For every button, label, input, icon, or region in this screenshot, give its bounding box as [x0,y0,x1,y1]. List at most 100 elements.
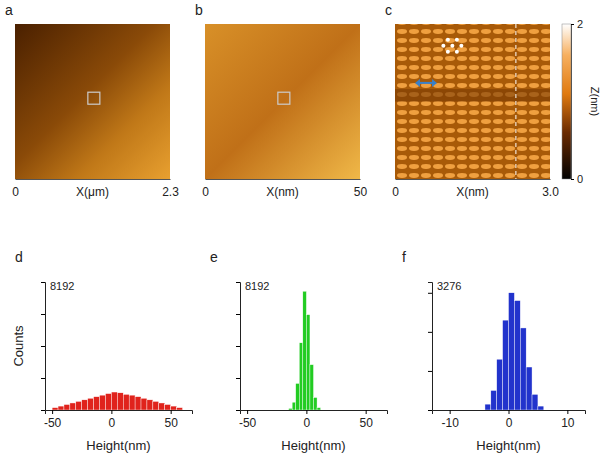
tick-mark [428,371,432,372]
tick [236,346,240,347]
tick-mark [428,293,432,294]
tick: 0 [12,179,19,199]
tick [41,378,45,379]
bar [310,365,314,410]
tick-mark [450,410,451,414]
tick-mark [52,410,53,414]
tick-mark [567,410,568,414]
bar [117,393,123,410]
bar [491,390,497,410]
axis-line [428,283,433,411]
bar [141,398,147,410]
bar [64,405,70,410]
tick-label: 50 [164,416,178,430]
tick: 0 [392,179,399,199]
axis-title: Counts [11,325,26,367]
axis-title: Height(nm) [476,438,540,453]
arrow-head [415,79,437,87]
tick-label: 50 [359,416,373,430]
annotation: 8192 [50,280,74,292]
annotation: 3276 [437,280,461,292]
panel-label: b [195,2,203,18]
axis-title: Height(nm) [86,438,150,453]
panel-label: f [402,249,406,265]
tick [236,410,240,411]
axis-title: Height(nm) [281,438,345,453]
axis-line [433,411,586,415]
axis-line [236,283,241,411]
tick-mark [41,378,45,379]
tick-label: -50 [44,416,62,430]
x-axis: -10010 [433,410,586,430]
tick [41,346,45,347]
lattice-dot [446,50,450,54]
tick: 0 [202,179,209,199]
panel-label: a [5,2,13,18]
tick-label: 2 [577,18,583,30]
bars [52,392,182,410]
zoom-box [278,92,290,104]
bar [509,293,515,410]
axis-title: X(nm) [266,185,299,199]
tick [428,371,432,372]
axis-title: X(nm) [456,185,489,199]
bar [171,406,177,410]
tick: 2 [571,18,583,30]
lattice-dot [455,38,459,42]
tick [428,332,432,333]
bar [159,403,165,410]
bar [88,398,94,410]
tick-mark [306,410,307,414]
tick-label: 10 [561,416,575,430]
panel-label: c [385,2,392,18]
bar [299,343,303,410]
tick: 50 [354,179,368,199]
tick-mark [428,410,432,411]
axis-line [396,179,551,180]
y-axis [41,283,46,411]
bar [317,408,321,410]
bar [177,408,183,410]
tick-label: -10 [441,416,459,430]
bar [153,401,159,410]
tick-label: -50 [239,416,257,430]
bar [292,402,296,410]
zoom-box [88,92,100,104]
bar [82,400,88,410]
bar [520,328,526,410]
tick [236,282,240,283]
bar [314,398,318,411]
tick: 3.0 [542,179,559,199]
bar [58,406,64,410]
tick: -10 [441,410,459,430]
figure: a02.3X(μm)b050X(nm)c03.0X(nm)02Z(nm)d-50… [0,0,610,467]
axis-line [41,283,46,411]
lattice-dot [441,44,445,48]
tick-mark [41,314,45,315]
tick-mark [41,346,45,347]
bar [94,397,100,410]
bar [105,394,111,410]
axis-title: X(μm) [76,185,109,199]
tick-mark [366,410,367,414]
tick-label: 0 [577,173,583,185]
tick-mark [41,410,45,411]
bar [123,394,129,410]
bar [538,406,544,410]
dashed-line [515,24,516,179]
bar [485,404,491,410]
tick [428,410,432,411]
axis-line [46,411,193,415]
tick-mark [236,346,240,347]
colorbar [562,24,571,179]
x-axis: 03.0 [392,179,559,199]
tick-mark [236,378,240,379]
y-axis [428,283,433,411]
band [395,89,550,101]
bar [100,395,106,410]
tick-mark [171,410,172,414]
x-axis: -50050 [239,410,388,430]
tick-mark [236,314,240,315]
tick: 0 [571,173,583,185]
tick-mark [41,282,45,283]
